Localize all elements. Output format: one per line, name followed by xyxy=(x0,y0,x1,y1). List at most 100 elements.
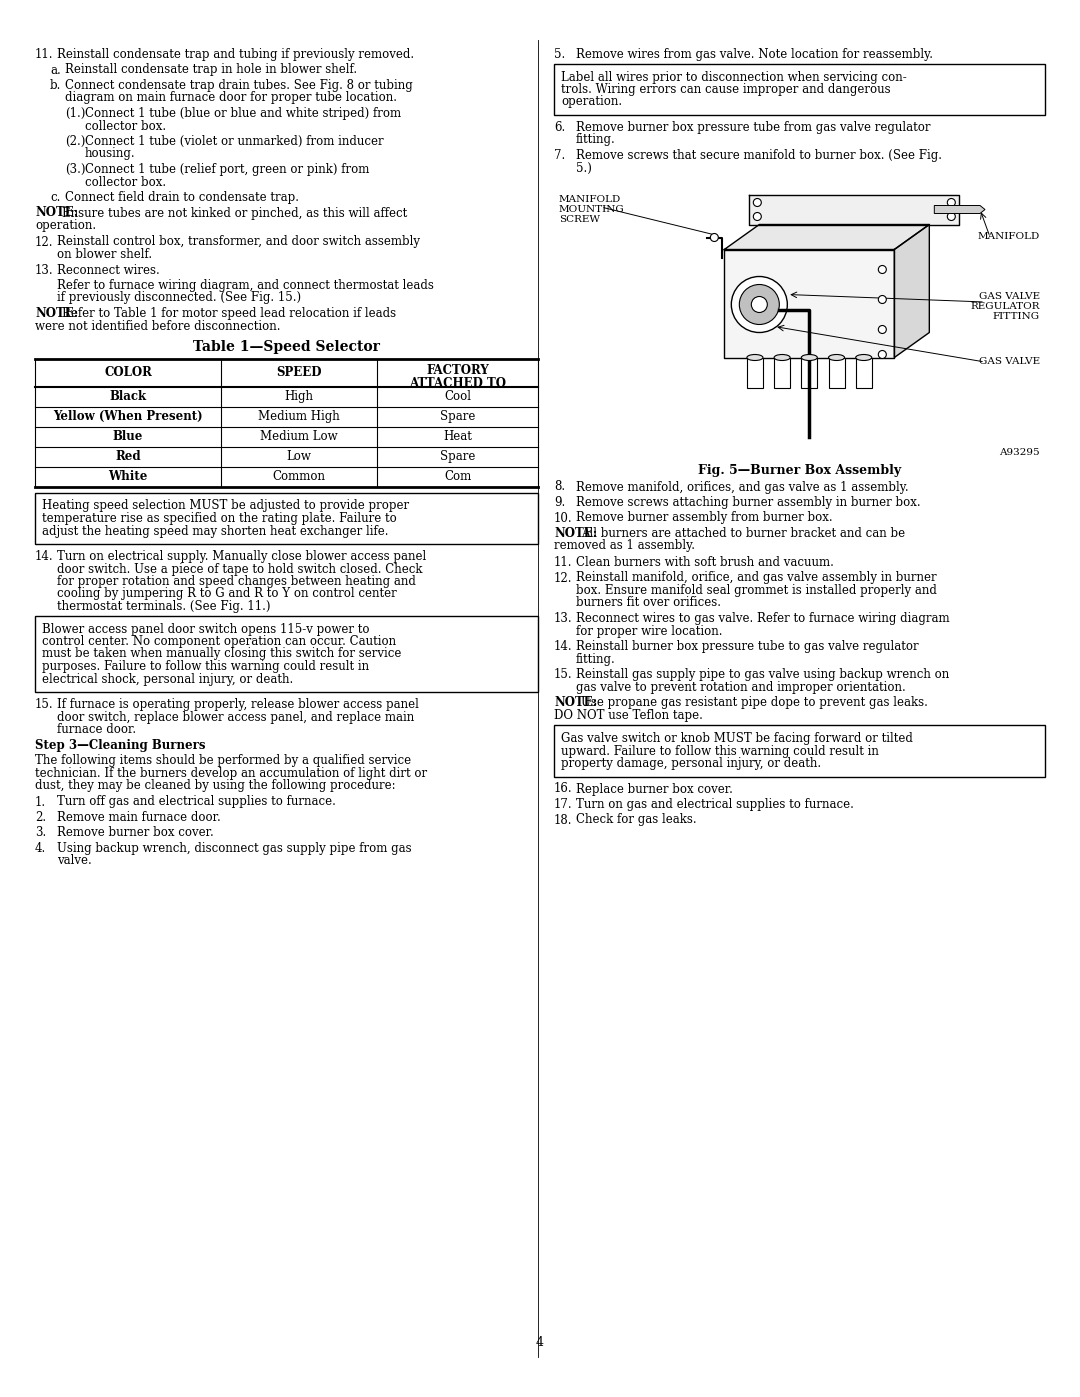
Text: MANIFOLD: MANIFOLD xyxy=(559,196,621,204)
Ellipse shape xyxy=(855,355,872,360)
Bar xyxy=(747,358,762,387)
Text: thermostat terminals. (See Fig. 11.): thermostat terminals. (See Fig. 11.) xyxy=(57,599,270,613)
Text: The following items should be performed by a qualified service: The following items should be performed … xyxy=(35,754,411,767)
Text: MOUNTING: MOUNTING xyxy=(559,205,624,214)
Ellipse shape xyxy=(747,355,762,360)
Ellipse shape xyxy=(828,355,845,360)
Text: REGULATOR: REGULATOR xyxy=(971,302,1040,312)
Text: cooling by jumpering R to G and R to Y on control center: cooling by jumpering R to G and R to Y o… xyxy=(57,588,396,601)
Text: Turn on gas and electrical supplies to furnace.: Turn on gas and electrical supplies to f… xyxy=(576,798,854,812)
Text: Cool: Cool xyxy=(444,390,471,402)
Text: DO NOT use Teflon tape.: DO NOT use Teflon tape. xyxy=(554,708,703,721)
Text: Blower access panel door switch opens 115-v power to: Blower access panel door switch opens 11… xyxy=(42,623,369,636)
Text: (1.): (1.) xyxy=(65,108,85,120)
Text: NOTE:: NOTE: xyxy=(554,696,597,710)
Text: on blower shelf.: on blower shelf. xyxy=(57,249,152,261)
Circle shape xyxy=(740,285,780,324)
Circle shape xyxy=(878,326,887,334)
Text: control center. No component operation can occur. Caution: control center. No component operation c… xyxy=(42,636,396,648)
Text: 5.): 5.) xyxy=(576,162,592,175)
Bar xyxy=(554,63,1045,115)
Text: operation.: operation. xyxy=(561,95,622,109)
Circle shape xyxy=(878,296,887,303)
Text: (2.): (2.) xyxy=(65,136,85,148)
Text: trols. Wiring errors can cause improper and dangerous: trols. Wiring errors can cause improper … xyxy=(561,82,891,96)
Circle shape xyxy=(947,212,956,221)
Text: Turn off gas and electrical supplies to furnace.: Turn off gas and electrical supplies to … xyxy=(57,795,336,809)
Bar xyxy=(774,358,791,387)
Text: Reinstall condensate trap and tubing if previously removed.: Reinstall condensate trap and tubing if … xyxy=(57,47,414,61)
Text: COLOR: COLOR xyxy=(104,366,152,379)
Text: If furnace is operating properly, release blower access panel: If furnace is operating properly, releas… xyxy=(57,698,419,711)
Text: a.: a. xyxy=(50,63,60,77)
Bar xyxy=(828,358,845,387)
Text: Step 3—Cleaning Burners: Step 3—Cleaning Burners xyxy=(35,739,205,752)
Text: Table 1—Speed Selector: Table 1—Speed Selector xyxy=(193,339,380,353)
Bar xyxy=(801,358,818,387)
Text: housing.: housing. xyxy=(85,148,136,161)
Text: Spare: Spare xyxy=(440,450,475,462)
Text: valve.: valve. xyxy=(57,855,92,868)
Text: fitting.: fitting. xyxy=(576,134,616,147)
Text: Reinstall gas supply pipe to gas valve using backup wrench on: Reinstall gas supply pipe to gas valve u… xyxy=(576,668,949,680)
Text: Connect 1 tube (blue or blue and white striped) from: Connect 1 tube (blue or blue and white s… xyxy=(85,108,401,120)
Text: gas valve to prevent rotation and improper orientation.: gas valve to prevent rotation and improp… xyxy=(576,680,906,693)
Text: 13.: 13. xyxy=(554,612,572,624)
Text: Refer to furnace wiring diagram, and connect thermostat leads: Refer to furnace wiring diagram, and con… xyxy=(57,279,434,292)
Text: GAS VALVE: GAS VALVE xyxy=(978,292,1040,300)
Text: Heating speed selection MUST be adjusted to provide proper: Heating speed selection MUST be adjusted… xyxy=(42,500,409,513)
Text: 6.: 6. xyxy=(554,122,565,134)
Text: Refer to Table 1 for motor speed lead relocation if leads: Refer to Table 1 for motor speed lead re… xyxy=(63,307,396,320)
Text: Check for gas leaks.: Check for gas leaks. xyxy=(576,813,697,827)
Text: Blue: Blue xyxy=(113,430,144,443)
Text: 9.: 9. xyxy=(554,496,565,509)
Text: Remove burner box cover.: Remove burner box cover. xyxy=(57,827,214,840)
Circle shape xyxy=(878,351,887,359)
Text: 13.: 13. xyxy=(35,264,54,277)
Text: FACTORY: FACTORY xyxy=(427,365,489,377)
Text: 16.: 16. xyxy=(554,782,572,795)
Text: Heat: Heat xyxy=(443,430,472,443)
Text: Low: Low xyxy=(286,450,311,462)
Circle shape xyxy=(947,198,956,207)
Text: Reconnect wires to gas valve. Refer to furnace wiring diagram: Reconnect wires to gas valve. Refer to f… xyxy=(576,612,949,624)
Text: Clean burners with soft brush and vacuum.: Clean burners with soft brush and vacuum… xyxy=(576,556,834,569)
Circle shape xyxy=(754,198,761,207)
FancyArrow shape xyxy=(934,205,985,214)
Text: Turn on electrical supply. Manually close blower access panel: Turn on electrical supply. Manually clos… xyxy=(57,550,427,563)
Text: 5.: 5. xyxy=(554,47,565,61)
Text: Remove wires from gas valve. Note location for reassembly.: Remove wires from gas valve. Note locati… xyxy=(576,47,933,61)
Text: SPEED: SPEED xyxy=(276,366,322,379)
Text: 2.: 2. xyxy=(35,812,46,824)
Text: dust, they may be cleaned by using the following procedure:: dust, they may be cleaned by using the f… xyxy=(35,780,395,792)
Text: door switch, replace blower access panel, and replace main: door switch, replace blower access panel… xyxy=(57,711,415,724)
Text: purposes. Failure to follow this warning could result in: purposes. Failure to follow this warning… xyxy=(42,659,369,673)
Bar xyxy=(855,358,872,387)
Bar xyxy=(554,725,1045,777)
Text: ATTACHED TO: ATTACHED TO xyxy=(409,377,507,390)
Ellipse shape xyxy=(774,355,791,360)
Ellipse shape xyxy=(801,355,818,360)
Text: Black: Black xyxy=(109,390,147,402)
Bar xyxy=(35,616,538,692)
Text: were not identified before disconnection.: were not identified before disconnection… xyxy=(35,320,281,332)
Text: Remove burner box pressure tube from gas valve regulator: Remove burner box pressure tube from gas… xyxy=(576,122,931,134)
Text: operation.: operation. xyxy=(35,219,96,232)
Text: diagram on main furnace door for proper tube location.: diagram on main furnace door for proper … xyxy=(65,91,397,105)
Text: if previously disconnected. (See Fig. 15.): if previously disconnected. (See Fig. 15… xyxy=(57,292,301,305)
Text: Reinstall control box, transformer, and door switch assembly: Reinstall control box, transformer, and … xyxy=(57,236,420,249)
Text: 14.: 14. xyxy=(554,640,572,652)
Text: 14.: 14. xyxy=(35,550,54,563)
Polygon shape xyxy=(750,194,959,225)
Text: High: High xyxy=(284,390,313,402)
Text: removed as 1 assembly.: removed as 1 assembly. xyxy=(554,539,696,552)
Text: 1.: 1. xyxy=(35,795,46,809)
Text: Yellow (When Present): Yellow (When Present) xyxy=(53,409,203,423)
Text: Connect field drain to condensate trap.: Connect field drain to condensate trap. xyxy=(65,191,299,204)
Bar xyxy=(35,493,538,543)
Circle shape xyxy=(878,265,887,274)
Text: c.: c. xyxy=(50,191,60,204)
Circle shape xyxy=(754,212,761,221)
Text: GAS VALVE: GAS VALVE xyxy=(978,358,1040,366)
Text: All burners are attached to burner bracket and can be: All burners are attached to burner brack… xyxy=(581,527,905,541)
